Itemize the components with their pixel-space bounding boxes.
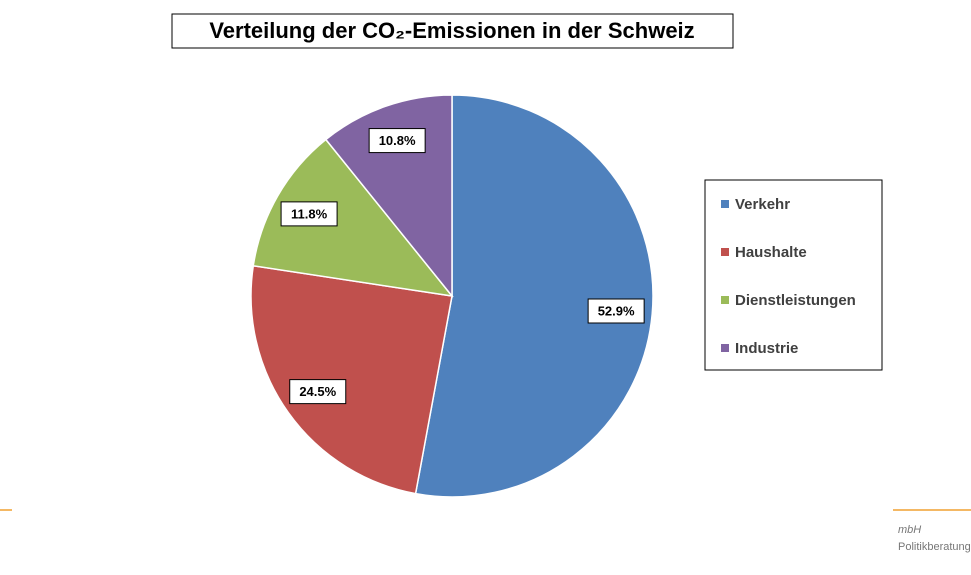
footer-text: mbH (898, 524, 921, 536)
data-label-box (587, 298, 645, 324)
data-label: 52.9% (598, 303, 635, 318)
pie-slice (250, 264, 453, 495)
legend-swatch (721, 248, 729, 256)
legend-label: Verkehr (735, 196, 790, 213)
data-label-box (368, 128, 426, 154)
data-label: 24.5% (299, 384, 336, 399)
legend-box (704, 179, 883, 371)
title-box (171, 13, 734, 49)
chart-title: Verteilung der CO₂-Emissionen in der Sch… (209, 18, 694, 43)
data-label-box (280, 201, 338, 227)
data-label: 11.8% (291, 206, 328, 221)
footer-text: Politikberatung (898, 541, 971, 553)
legend-swatch (721, 296, 729, 304)
data-label: 10.8% (379, 133, 416, 148)
legend-label: Dienstleistungen (735, 292, 856, 309)
legend-label: Industrie (735, 340, 798, 357)
pie-slice (252, 138, 454, 298)
legend-swatch (721, 200, 729, 208)
data-label-box (289, 379, 347, 405)
legend-swatch (721, 344, 729, 352)
pie-slice (414, 94, 654, 498)
legend-label: Haushalte (735, 244, 807, 261)
